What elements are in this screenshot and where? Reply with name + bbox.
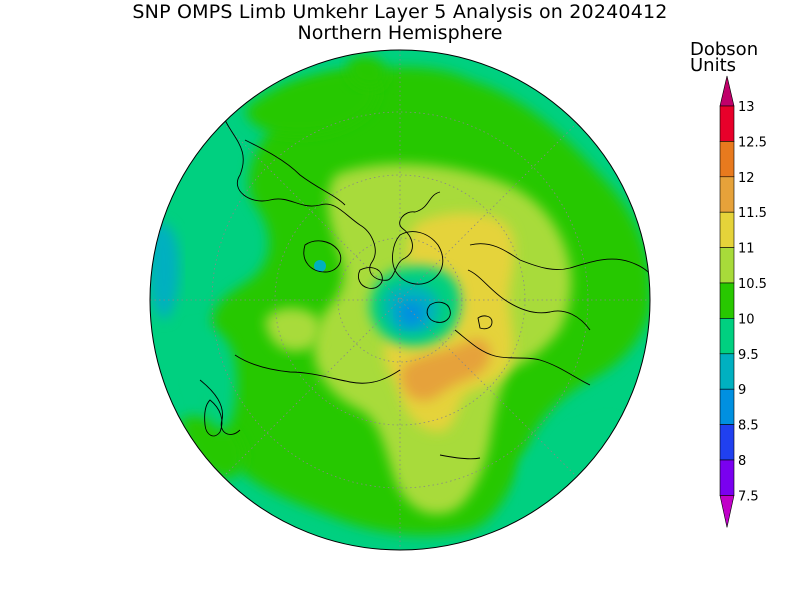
contour-8.5-pole (398, 300, 425, 327)
colorbar-tick-label: 9 (738, 383, 746, 398)
colorbar: 13 12.5 12 11.5 11 10.5 10 9.5 9 8.5 8 7.5 (719, 75, 767, 528)
map-title: SNP OMPS Limb Umkehr Layer 5 Analysis on… (132, 1, 668, 23)
colorbar-top-arrow (719, 75, 735, 107)
colorbar-tick-label: 10.5 (738, 277, 767, 292)
contour-10-topleft (245, 69, 377, 135)
colorbar-swatch (719, 247, 735, 284)
colorbar-tick-label: 8.5 (738, 419, 759, 434)
polar-map (150, 50, 650, 550)
coastlines (199, 119, 650, 460)
colorbar-swatch (719, 388, 735, 425)
contour-10-bottomleft (180, 416, 245, 479)
colorbar-swatch (719, 318, 735, 355)
contour-10-top (347, 56, 386, 89)
colorbar-tick-label: 12.5 (738, 135, 767, 150)
colorbar-tick-label: 8 (738, 454, 746, 469)
contour-11.5-region (401, 339, 491, 401)
colorbar-bottom-arrow (719, 495, 735, 528)
colorbar-swatch (719, 141, 735, 178)
map-subtitle: Northern Hemisphere (297, 22, 503, 44)
graticule (150, 50, 650, 550)
contour-9.5-leftswath (188, 326, 237, 430)
map-border (149, 49, 651, 551)
colorbar-swatch (719, 353, 735, 390)
colorbar-swatch (719, 105, 735, 142)
colorbar-units: Dobson Units (690, 39, 759, 76)
colorbar-tick-label: 11.5 (738, 206, 767, 221)
colorbar-swatch (719, 424, 735, 461)
contour-9-dot (314, 260, 326, 272)
colorbar-unit-line2: Units (690, 55, 737, 76)
colorbar-tick-label: 10 (738, 312, 755, 327)
colorbar-tick-label: 9.5 (738, 348, 759, 363)
contour-10.5-spur (265, 308, 321, 352)
colorbar-unit-line1: Dobson (690, 39, 759, 60)
contour-9-left (150, 223, 180, 320)
colorbar-tick-label: 11 (738, 242, 755, 257)
colorbar-tick-label: 12 (738, 171, 755, 186)
colorbar-swatch (719, 211, 735, 248)
colorbar-tick-label: 13 (738, 100, 755, 115)
colorbar-tick-label: 7.5 (738, 489, 759, 504)
colorbar-swatch (719, 282, 735, 319)
colorbar-swatch (719, 459, 735, 496)
colorbar-swatch (719, 176, 735, 213)
